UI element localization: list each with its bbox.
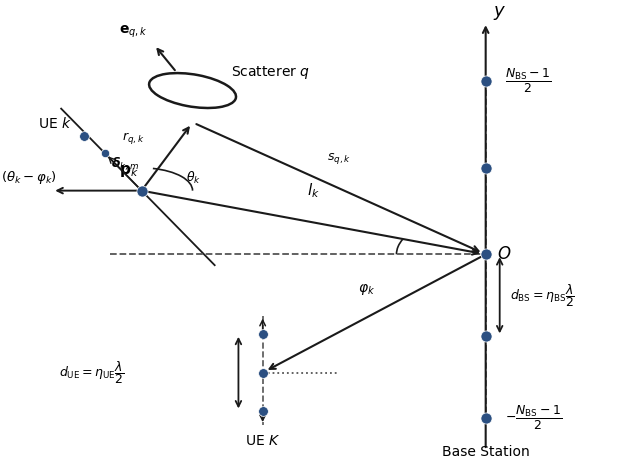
Text: UE $k$: UE $k$ <box>38 117 72 132</box>
Text: $(\theta_k - \varphi_k)$: $(\theta_k - \varphi_k)$ <box>1 169 57 186</box>
Text: $\boldsymbol{\delta}_{k,m}$: $\boldsymbol{\delta}_{k,m}$ <box>111 156 140 173</box>
Text: $-\dfrac{N_{\mathrm{BS}}-1}{2}$: $-\dfrac{N_{\mathrm{BS}}-1}{2}$ <box>505 404 562 432</box>
Text: $\theta_k$: $\theta_k$ <box>186 170 201 186</box>
Text: $\dfrac{N_{\mathrm{BS}}-1}{2}$: $\dfrac{N_{\mathrm{BS}}-1}{2}$ <box>505 67 551 95</box>
Text: $y$: $y$ <box>493 4 507 22</box>
Text: $O$: $O$ <box>497 246 511 263</box>
Text: $s_{q,k}$: $s_{q,k}$ <box>327 151 351 166</box>
Text: $l_k$: $l_k$ <box>307 181 320 200</box>
Text: $d_{\mathrm{BS}} = \eta_{\mathrm{BS}}\dfrac{\lambda}{2}$: $d_{\mathrm{BS}} = \eta_{\mathrm{BS}}\df… <box>510 282 575 309</box>
Text: $d_{\mathrm{UE}} = \eta_{\mathrm{UE}}\dfrac{\lambda}{2}$: $d_{\mathrm{UE}} = \eta_{\mathrm{UE}}\df… <box>59 359 124 386</box>
Text: $\mathbf{p}_k$: $\mathbf{p}_k$ <box>119 163 138 179</box>
Text: UE $K$: UE $K$ <box>245 434 280 448</box>
Text: $r_{q,k}$: $r_{q,k}$ <box>122 130 145 146</box>
Text: Base Station: Base Station <box>442 445 529 459</box>
Text: $\varphi_k$: $\varphi_k$ <box>358 282 375 297</box>
Text: Scatterer $q$: Scatterer $q$ <box>231 65 310 81</box>
Text: $\mathbf{e}_{q,k}$: $\mathbf{e}_{q,k}$ <box>119 24 148 40</box>
